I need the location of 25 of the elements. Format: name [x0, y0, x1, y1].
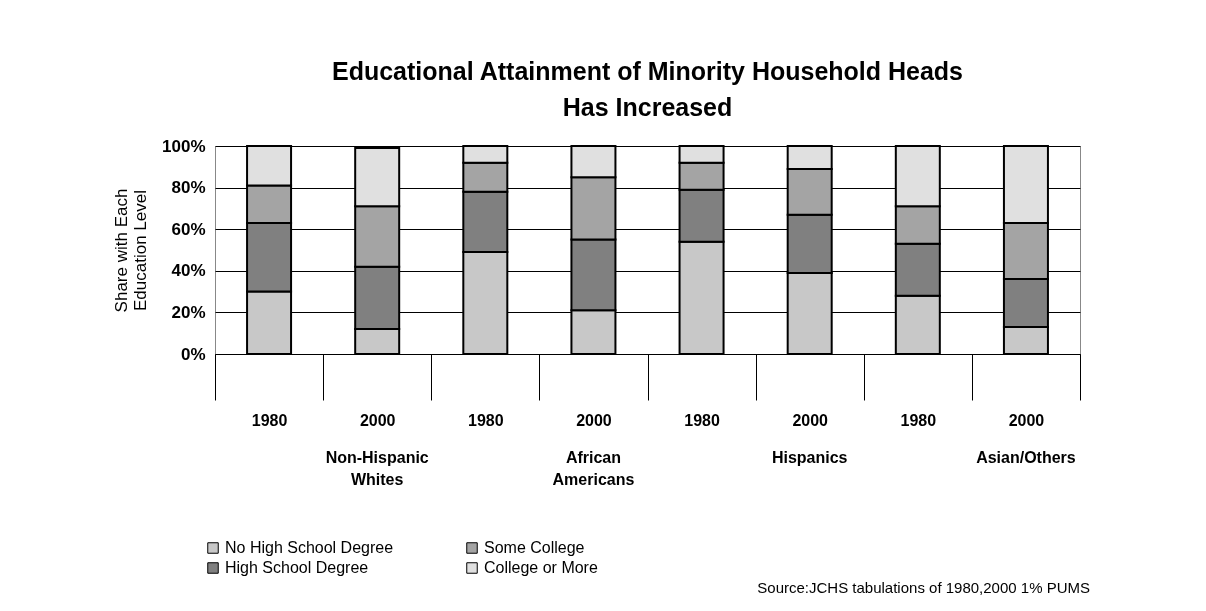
y-tick-label: 100%	[162, 136, 206, 156]
text: African Americans	[552, 449, 635, 488]
y-tick-label: 60%	[171, 219, 206, 239]
source-note: Source:JCHS tabulations of 1980,2000 1% PUMS	[757, 579, 1090, 596]
legend-label: High School Degree	[225, 559, 369, 576]
x-tick-label: 1980	[684, 411, 720, 429]
x-tick-label: 1980	[468, 411, 504, 429]
x-tick-label: 1980	[900, 411, 937, 429]
y-tick-label: 80%	[171, 178, 206, 198]
legend-label: College or More	[484, 559, 598, 576]
x-tick-label: 1980	[251, 411, 288, 429]
x-tick-label: 2000	[792, 411, 829, 429]
y-tick-label: 20%	[171, 302, 206, 322]
legend-label: Some College	[484, 539, 585, 556]
chart-title: Educational Attainment of Minority Household Heads Has Increased	[331, 57, 964, 121]
x-tick-label: 2000	[576, 411, 612, 429]
x-tick-label: 2000	[359, 411, 396, 429]
text: Asian/Others	[976, 449, 1076, 466]
x-tick-label: 2000	[1008, 411, 1045, 429]
text: Non-Hispanic Whites	[325, 449, 429, 488]
y-axis-title: Share with Each Education Level	[112, 188, 151, 313]
text: Hispanics	[771, 449, 848, 466]
y-tick-label: 40%	[171, 261, 206, 281]
y-tick-label: 0%	[180, 344, 206, 364]
legend-label: No High School Degree	[225, 539, 394, 556]
